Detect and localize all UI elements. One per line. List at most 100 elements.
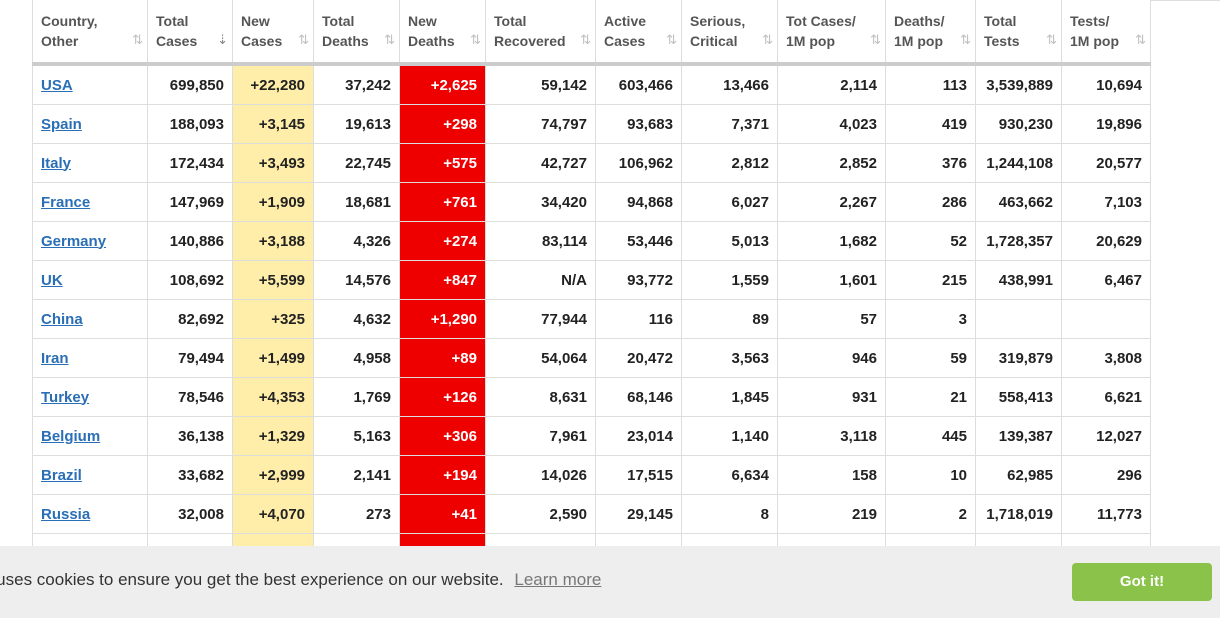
sort-icon[interactable]: ⇅ — [470, 32, 481, 47]
column-header[interactable]: Serious, Critical ⇅ — [681, 0, 778, 66]
table-cell: +22,280 — [232, 63, 314, 105]
table-cell: 11,773 — [1061, 494, 1151, 534]
column-header[interactable]: Deaths/1M pop ⇅ — [885, 0, 976, 66]
table-cell: 930,230 — [975, 104, 1062, 144]
table-cell: 5,013 — [681, 221, 778, 261]
table-row: Spain 188,093 +3,145 19,613 +298 74,797 93,683… — [32, 104, 1151, 144]
sort-icon[interactable]: ⇅ — [132, 32, 143, 47]
column-header[interactable]: Tests/1M pop ⇅ — [1061, 0, 1151, 66]
learn-more-link[interactable]: Learn more — [514, 570, 602, 589]
country-link[interactable]: Italy — [41, 154, 72, 172]
table-cell: 18,681 — [313, 182, 400, 222]
column-header[interactable]: Tot Cases/1M pop ⇅ — [777, 0, 886, 66]
country-link[interactable]: China — [41, 310, 83, 328]
table-cell: +325 — [232, 299, 314, 339]
table-cell: 17,515 — [595, 455, 682, 495]
column-header-label: Deaths — [322, 33, 369, 49]
table-cell: +3,493 — [232, 143, 314, 183]
column-header-label: New — [408, 13, 437, 29]
table-row: Turkey 78,546 +4,353 1,769 +126 8,631 68,146 1,… — [32, 377, 1151, 417]
column-header-label: Serious, — [690, 13, 746, 29]
table-cell: 19,613 — [313, 104, 400, 144]
table-cell: 54,064 — [485, 338, 596, 378]
table-cell: 108,692 — [147, 260, 233, 300]
country-link[interactable]: Germany — [41, 232, 107, 250]
got-it-button[interactable]: Got it! — [1072, 563, 1212, 601]
country-cell: Belgium — [32, 416, 148, 456]
column-header-label: Tot Cases/ — [786, 13, 856, 29]
column-header-label: Other — [41, 33, 79, 49]
country-link[interactable]: Turkey — [41, 388, 90, 406]
table-cell: 2,141 — [313, 455, 400, 495]
table-cell: 33,682 — [147, 455, 233, 495]
table-cell: 1,682 — [777, 221, 886, 261]
sort-icon[interactable]: ⇅ — [870, 32, 881, 47]
table-row: France 147,969 +1,909 18,681 +761 34,420 94,86… — [32, 182, 1151, 222]
country-link[interactable]: France — [41, 193, 91, 211]
country-link[interactable]: USA — [41, 76, 73, 94]
sort-icon[interactable]: ⇅ — [580, 32, 591, 47]
table-cell: 78,546 — [147, 377, 233, 417]
table-cell: 219 — [777, 494, 886, 534]
sort-icon[interactable]: ⇅ — [384, 32, 395, 47]
table-cell: 5,163 — [313, 416, 400, 456]
column-header-label: 1M pop — [894, 33, 943, 49]
column-header[interactable]: New Cases ⇅ — [232, 0, 314, 66]
sort-icon[interactable]: ⇅ — [960, 32, 971, 47]
column-header[interactable]: Active Cases ⇅ — [595, 0, 682, 66]
country-cell: Spain — [32, 104, 148, 144]
column-header[interactable]: Total Recovered ⇅ — [485, 0, 596, 66]
table-cell: 42,727 — [485, 143, 596, 183]
country-link[interactable]: Russia — [41, 505, 91, 523]
table-cell: +3,188 — [232, 221, 314, 261]
table-cell: 93,683 — [595, 104, 682, 144]
table-cell: 32,008 — [147, 494, 233, 534]
country-cell: Brazil — [32, 455, 148, 495]
country-cell: Iran — [32, 338, 148, 378]
table-cell: 79,494 — [147, 338, 233, 378]
cookie-message: e uses cookies to ensure you get the bes… — [0, 570, 601, 590]
country-link[interactable]: Spain — [41, 115, 82, 133]
country-cell: Italy — [32, 143, 148, 183]
table-row: UK 108,692 +5,599 14,576 +847 N/A 93,772 1,559 1… — [32, 260, 1151, 300]
table-cell: 273 — [313, 494, 400, 534]
table-cell: +4,070 — [232, 494, 314, 534]
sort-icon[interactable]: ⇣ — [217, 32, 228, 47]
sort-icon[interactable]: ⇅ — [298, 32, 309, 47]
table-cell: 188,093 — [147, 104, 233, 144]
country-link[interactable]: Belgium — [41, 427, 101, 445]
table-cell: 3,808 — [1061, 338, 1151, 378]
table-cell: +41 — [399, 494, 486, 534]
column-header-label: Total — [984, 13, 1017, 29]
sort-icon[interactable]: ⇅ — [666, 32, 677, 47]
sort-icon[interactable]: ⇅ — [762, 32, 773, 47]
country-link[interactable]: Iran — [41, 349, 69, 367]
table-cell: 2,812 — [681, 143, 778, 183]
column-header[interactable]: Country, Other ⇅ — [32, 0, 148, 66]
table-cell: 2 — [885, 494, 976, 534]
sort-icon[interactable]: ⇅ — [1135, 32, 1146, 47]
table-cell: +1,499 — [232, 338, 314, 378]
table-cell: +4,353 — [232, 377, 314, 417]
column-header-label: Cases — [241, 33, 283, 49]
column-header-label: Tests/ — [1070, 13, 1110, 29]
table-row: Brazil 33,682 +2,999 2,141 +194 14,026 17,515 6… — [32, 455, 1151, 495]
table-cell: 34,420 — [485, 182, 596, 222]
table-cell: 10,694 — [1061, 63, 1151, 105]
country-link[interactable]: Brazil — [41, 466, 82, 484]
table-cell: 445 — [885, 416, 976, 456]
sort-icon[interactable]: ⇅ — [1046, 32, 1057, 47]
column-header[interactable]: Total Tests ⇅ — [975, 0, 1062, 66]
table-cell: 82,692 — [147, 299, 233, 339]
column-header-label: Recovered — [494, 33, 566, 49]
column-header[interactable]: Total Cases ⇣ — [147, 0, 233, 66]
table-body: USA 699,850 +22,280 37,242 +2,625 59,142 603,4… — [32, 63, 1151, 549]
table-cell: 6,467 — [1061, 260, 1151, 300]
column-header[interactable]: Total Deaths ⇅ — [313, 0, 400, 66]
country-link[interactable]: UK — [41, 271, 63, 289]
column-header-label: Cases — [604, 33, 646, 49]
table-cell: +2,999 — [232, 455, 314, 495]
column-header[interactable]: New Deaths ⇅ — [399, 0, 486, 66]
table-cell: 2,114 — [777, 63, 886, 105]
table-cell: +575 — [399, 143, 486, 183]
